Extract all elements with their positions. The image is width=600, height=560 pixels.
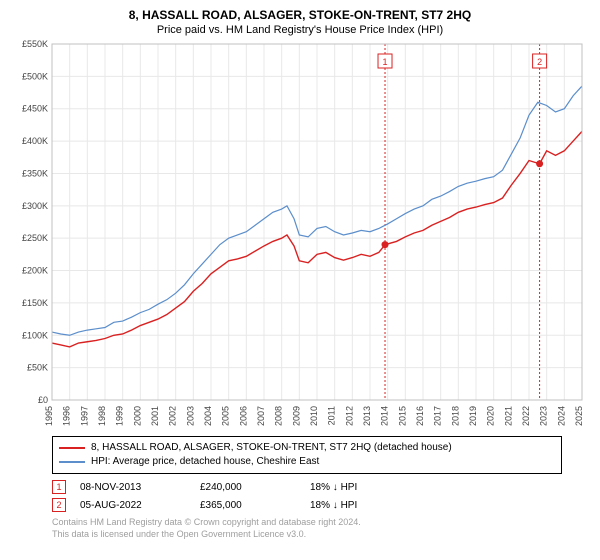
svg-text:2012: 2012 xyxy=(344,406,354,426)
marker-delta-1: 18% ↓ HPI xyxy=(310,482,440,493)
marker-row-2: 2 05-AUG-2022 £365,000 18% ↓ HPI xyxy=(52,498,590,512)
svg-text:2020: 2020 xyxy=(486,406,496,426)
svg-text:£300K: £300K xyxy=(22,201,48,211)
legend-text-hpi: HPI: Average price, detached house, Ches… xyxy=(91,455,319,469)
svg-text:2000: 2000 xyxy=(132,406,142,426)
legend-row-2: HPI: Average price, detached house, Ches… xyxy=(59,455,555,469)
svg-text:2025: 2025 xyxy=(574,406,584,426)
marker-box-2: 2 xyxy=(52,498,66,512)
svg-text:2022: 2022 xyxy=(521,406,531,426)
svg-text:2008: 2008 xyxy=(274,406,284,426)
legend-swatch-hpi xyxy=(59,461,85,463)
svg-text:2013: 2013 xyxy=(362,406,372,426)
svg-text:£0: £0 xyxy=(38,395,48,405)
svg-text:2024: 2024 xyxy=(556,406,566,426)
svg-text:2: 2 xyxy=(537,57,542,67)
marker-box-1: 1 xyxy=(52,480,66,494)
legend-row-1: 8, HASSALL ROAD, ALSAGER, STOKE-ON-TRENT… xyxy=(59,441,555,455)
svg-text:2019: 2019 xyxy=(468,406,478,426)
svg-text:1996: 1996 xyxy=(62,406,72,426)
svg-text:2003: 2003 xyxy=(185,406,195,426)
svg-text:£50K: £50K xyxy=(27,363,48,373)
chart-svg: £0 £50K £100K £150K £200K £250K £300K £350K £400… xyxy=(10,40,590,430)
marker-price-2: £365,000 xyxy=(200,500,310,511)
marker-table: 1 08-NOV-2013 £240,000 18% ↓ HPI 2 05-AU… xyxy=(52,480,590,512)
svg-text:2005: 2005 xyxy=(221,406,231,426)
svg-text:2006: 2006 xyxy=(238,406,248,426)
svg-text:£100K: £100K xyxy=(22,330,48,340)
svg-text:2002: 2002 xyxy=(168,406,178,426)
legend-box: 8, HASSALL ROAD, ALSAGER, STOKE-ON-TRENT… xyxy=(52,436,562,474)
svg-text:1998: 1998 xyxy=(97,406,107,426)
svg-text:2004: 2004 xyxy=(203,406,213,426)
svg-text:£400K: £400K xyxy=(22,136,48,146)
legend-text-price: 8, HASSALL ROAD, ALSAGER, STOKE-ON-TRENT… xyxy=(91,441,452,455)
footer: Contains HM Land Registry data © Crown c… xyxy=(52,516,590,540)
marker-date-2: 05-AUG-2022 xyxy=(80,500,200,511)
chart-container: 8, HASSALL ROAD, ALSAGER, STOKE-ON-TRENT… xyxy=(0,0,600,560)
svg-text:1997: 1997 xyxy=(79,406,89,426)
svg-text:£500K: £500K xyxy=(22,71,48,81)
marker-row-1: 1 08-NOV-2013 £240,000 18% ↓ HPI xyxy=(52,480,590,494)
svg-text:2001: 2001 xyxy=(150,406,160,426)
svg-text:£450K: £450K xyxy=(22,104,48,114)
footer-line-2: This data is licensed under the Open Gov… xyxy=(52,528,590,540)
svg-text:2016: 2016 xyxy=(415,406,425,426)
svg-text:2010: 2010 xyxy=(309,406,319,426)
svg-text:1995: 1995 xyxy=(44,406,54,426)
svg-text:2011: 2011 xyxy=(327,406,337,425)
svg-text:2014: 2014 xyxy=(380,406,390,426)
svg-text:2015: 2015 xyxy=(397,406,407,426)
marker-date-1: 08-NOV-2013 xyxy=(80,482,200,493)
footer-line-1: Contains HM Land Registry data © Crown c… xyxy=(52,516,590,528)
svg-text:£250K: £250K xyxy=(22,233,48,243)
svg-text:2018: 2018 xyxy=(450,406,460,426)
svg-text:2023: 2023 xyxy=(539,406,549,426)
svg-text:2007: 2007 xyxy=(256,406,266,426)
svg-text:£350K: £350K xyxy=(22,168,48,178)
svg-text:2009: 2009 xyxy=(291,406,301,426)
svg-text:1999: 1999 xyxy=(115,406,125,426)
svg-text:£550K: £550K xyxy=(22,40,48,49)
svg-text:2021: 2021 xyxy=(503,406,513,426)
svg-text:£150K: £150K xyxy=(22,298,48,308)
marker-delta-2: 18% ↓ HPI xyxy=(310,500,440,511)
chart-subtitle: Price paid vs. HM Land Registry's House … xyxy=(10,24,590,36)
legend-swatch-price xyxy=(59,447,85,449)
svg-text:2017: 2017 xyxy=(433,406,443,426)
svg-text:1: 1 xyxy=(383,57,388,67)
chart-plot: £0 £50K £100K £150K £200K £250K £300K £350K £400… xyxy=(10,40,590,430)
marker-price-1: £240,000 xyxy=(200,482,310,493)
svg-text:£200K: £200K xyxy=(22,266,48,276)
chart-title: 8, HASSALL ROAD, ALSAGER, STOKE-ON-TRENT… xyxy=(10,8,590,22)
